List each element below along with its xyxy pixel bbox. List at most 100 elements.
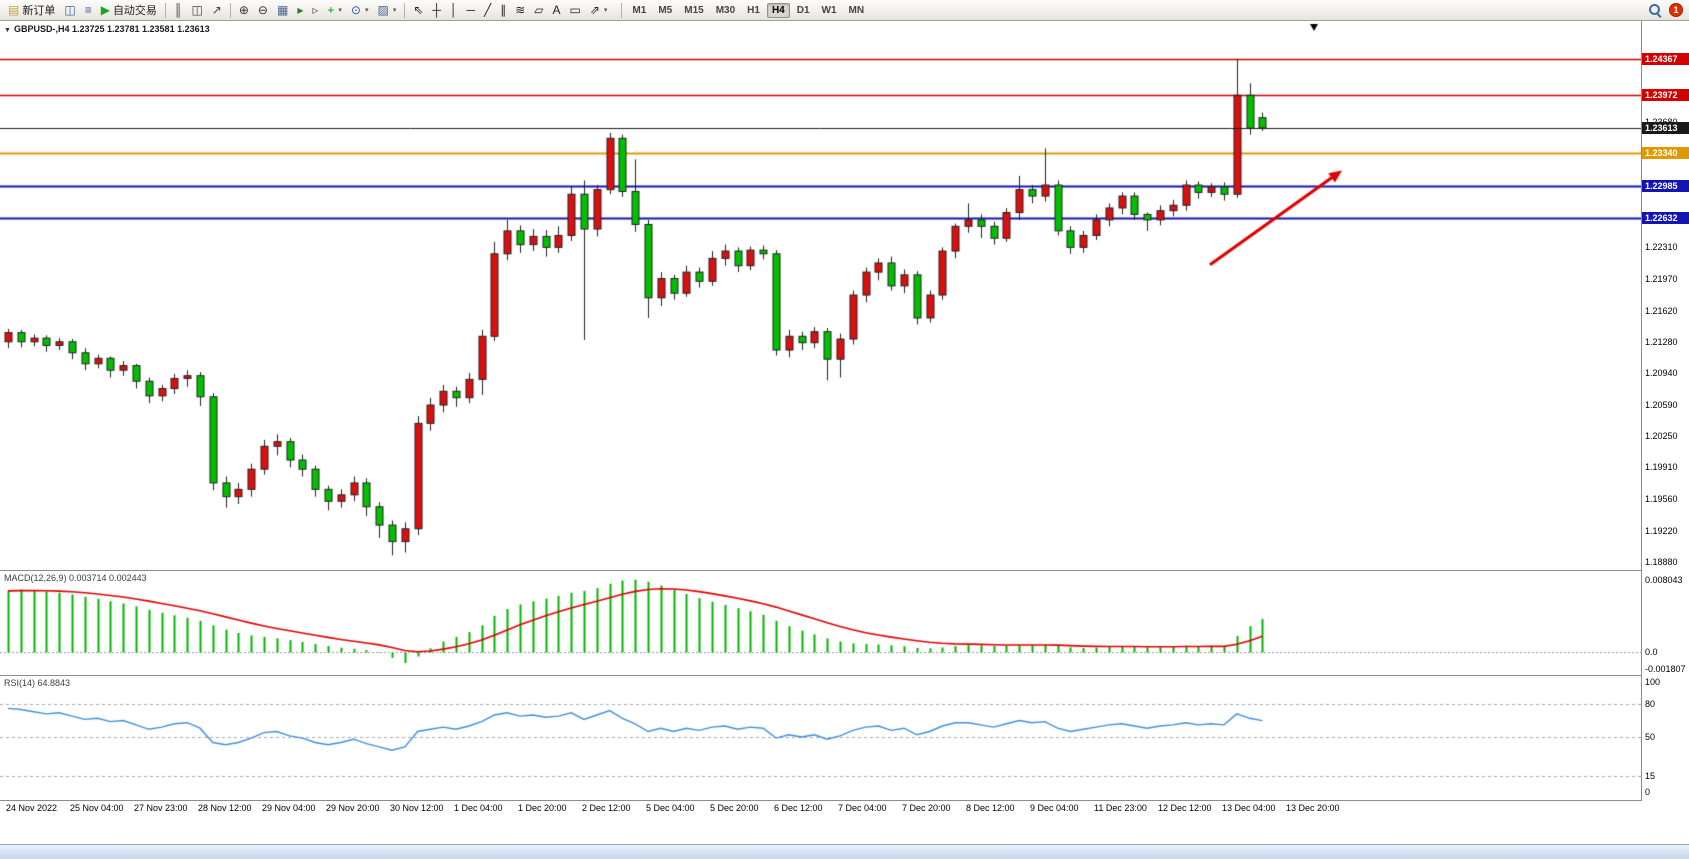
arrows-button[interactable]: ⇗ ▾ bbox=[586, 1, 612, 20]
time-tick-label: 29 Nov 04:00 bbox=[262, 803, 316, 813]
vertical-line-button[interactable]: │ bbox=[446, 1, 462, 20]
periods-icon: ⊙ bbox=[350, 3, 361, 17]
chevron-down-icon: ▾ bbox=[392, 7, 397, 14]
templates-button[interactable]: ▨ ▾ bbox=[374, 1, 401, 20]
toolbar: ▤ 新订单 ◫ ≡ ▶ 自动交易 ║ ◫ ↗ ⊕ ⊖ ▦ ▸ ▹ + ▾ ⊙ ▾ ▨ ▾ ⇖ ┼ │ ─ ╱ ∥ ≋ ▱ A ▭ ⇗ ▾ M1… bbox=[0, 0, 1689, 21]
price-tick-label: 1.20590 bbox=[1645, 400, 1678, 411]
price-tick-label: 1.19220 bbox=[1645, 525, 1678, 536]
time-tick-label: 8 Dec 12:00 bbox=[966, 803, 1015, 813]
macd-indicator-canvas[interactable] bbox=[0, 571, 1641, 675]
timeframe-h4-button[interactable]: H4 bbox=[766, 2, 790, 18]
tile-windows-icon: ▦ bbox=[276, 3, 289, 17]
time-tick-label: 1 Dec 20:00 bbox=[518, 803, 567, 813]
price-tick-label: 1.21620 bbox=[1645, 305, 1678, 316]
chevron-down-icon: ▾ bbox=[364, 7, 369, 14]
rsi-scale-label: 100 bbox=[1645, 677, 1661, 687]
time-tick-label: 13 Dec 20:00 bbox=[1286, 803, 1340, 813]
bid-price-tag[interactable]: 1.23613 bbox=[1642, 121, 1689, 134]
timeframe-m30-button[interactable]: M30 bbox=[715, 4, 736, 16]
timeframe-h1-button[interactable]: H1 bbox=[747, 4, 760, 16]
auto-scroll-button[interactable]: ▸ bbox=[293, 1, 307, 20]
chart-ohlc-values: 1.23725 1.23781 1.23581 1.23613 bbox=[71, 24, 210, 34]
status-bar bbox=[0, 844, 1689, 859]
cursor-button[interactable]: ⇖ bbox=[409, 1, 427, 20]
chart-shift-button[interactable]: ▹ bbox=[308, 1, 322, 20]
shapes-button[interactable]: ▱ bbox=[530, 1, 547, 20]
timeframe-m15-button[interactable]: M15 bbox=[684, 4, 704, 16]
macd-indicator-label: MACD(12,26,9) 0.003714 0.002443 bbox=[4, 573, 147, 583]
price-tick-label: 1.18880 bbox=[1645, 556, 1678, 567]
time-tick-label: 27 Nov 23:00 bbox=[134, 803, 188, 813]
text-icon: A bbox=[552, 3, 561, 17]
time-axis: 24 Nov 2022 25 Nov 04:00 27 Nov 23:00 28 No… bbox=[0, 801, 1689, 817]
charts-button[interactable]: ◫ bbox=[60, 1, 79, 20]
timeframe-d1-button[interactable]: D1 bbox=[796, 4, 810, 16]
bar-chart-button[interactable]: ║ bbox=[170, 1, 187, 20]
timeframe-m5-button[interactable]: M5 bbox=[658, 4, 673, 16]
rsi-indicator-canvas[interactable] bbox=[0, 676, 1641, 800]
level-price-tag[interactable]: 1.22632 bbox=[1642, 211, 1689, 224]
templates-icon: ▨ bbox=[377, 3, 389, 17]
label-icon: ▭ bbox=[569, 3, 581, 17]
zoom-out-button[interactable]: ⊖ bbox=[254, 1, 272, 20]
trendline-button[interactable]: ╱ bbox=[480, 1, 495, 20]
tile-windows-button[interactable]: ▦ bbox=[273, 1, 292, 20]
indicators-icon: + bbox=[327, 3, 335, 17]
pane-separator[interactable] bbox=[0, 800, 1689, 801]
time-tick-label: 5 Dec 04:00 bbox=[646, 803, 695, 813]
line-chart-icon: ↗ bbox=[211, 3, 222, 17]
notification-badge[interactable]: 1 bbox=[1669, 3, 1683, 17]
horizontal-line-button[interactable]: ─ bbox=[462, 1, 479, 20]
fibonacci-button[interactable]: ≋ bbox=[511, 1, 529, 20]
timeframe-mn-button[interactable]: MN bbox=[848, 4, 865, 16]
rsi-indicator-label: RSI(14) 64.8843 bbox=[4, 678, 71, 688]
search-icon[interactable] bbox=[1648, 3, 1663, 18]
time-tick-label: 28 Nov 12:00 bbox=[198, 803, 252, 813]
market-watch-icon: ≡ bbox=[84, 3, 92, 17]
cursor-icon: ⇖ bbox=[413, 3, 424, 17]
text-button[interactable]: A bbox=[548, 1, 564, 20]
price-chart-canvas[interactable] bbox=[0, 21, 1641, 570]
rsi-scale-label: 0 bbox=[1645, 787, 1651, 797]
time-tick-label: 29 Nov 20:00 bbox=[326, 803, 380, 813]
line-chart-button[interactable]: ↗ bbox=[208, 1, 226, 20]
bar-chart-icon: ║ bbox=[173, 3, 183, 17]
rsi-scale-label: 15 bbox=[1645, 770, 1656, 781]
market-watch-button[interactable]: ≡ bbox=[81, 1, 96, 20]
new-order-button[interactable]: ▤ 新订单 bbox=[4, 1, 59, 20]
auto-trading-button[interactable]: ▶ 自动交易 bbox=[97, 1, 161, 20]
macd-scale-label: -0.001807 bbox=[1645, 663, 1686, 674]
level-price-tag[interactable]: 1.23972 bbox=[1642, 89, 1689, 102]
channel-button[interactable]: ∥ bbox=[496, 1, 510, 20]
candlestick-chart-button[interactable]: ◫ bbox=[187, 1, 206, 20]
time-tick-label: 5 Dec 20:00 bbox=[710, 803, 759, 813]
indicators-button[interactable]: + ▾ bbox=[323, 1, 346, 20]
level-price-tag[interactable]: 1.23340 bbox=[1642, 146, 1689, 159]
rsi-scale-label: 50 bbox=[1645, 732, 1656, 742]
label-button[interactable]: ▭ bbox=[566, 1, 585, 20]
level-price-tag[interactable]: 1.22985 bbox=[1642, 179, 1689, 192]
timeframe-m1-button[interactable]: M1 bbox=[632, 4, 647, 16]
chart-collapse-icon[interactable]: ▼ bbox=[4, 27, 11, 34]
time-tick-label: 30 Nov 12:00 bbox=[390, 803, 444, 813]
price-tick-label: 1.19560 bbox=[1645, 494, 1678, 505]
time-tick-label: 13 Dec 04:00 bbox=[1222, 803, 1276, 813]
zoom-in-button[interactable]: ⊕ bbox=[235, 1, 253, 20]
periods-button[interactable]: ⊙ ▾ bbox=[347, 1, 373, 20]
timeframe-bar: M1 M5 M15 M30 H1 H4 D1 W1 MN bbox=[618, 2, 869, 18]
price-tick-label: 1.22310 bbox=[1645, 242, 1678, 253]
toolbar-right: 1 bbox=[1648, 3, 1685, 18]
pane-separator[interactable] bbox=[0, 675, 1689, 676]
macd-scale-label: 0.008043 bbox=[1645, 574, 1683, 585]
toolbar-separator bbox=[404, 2, 406, 18]
toolbar-separator bbox=[621, 2, 623, 18]
toolbar-separator bbox=[164, 2, 166, 18]
pane-separator[interactable] bbox=[0, 570, 1689, 571]
price-tick-label: 1.21280 bbox=[1645, 336, 1678, 347]
price-tick-label: 1.19910 bbox=[1645, 462, 1678, 473]
auto-scroll-icon: ▸ bbox=[297, 3, 304, 17]
level-price-tag[interactable]: 1.24367 bbox=[1642, 52, 1689, 65]
new-order-button-label: 新订单 bbox=[22, 5, 56, 17]
timeframe-w1-button[interactable]: W1 bbox=[821, 4, 837, 16]
crosshair-button[interactable]: ┼ bbox=[428, 1, 445, 20]
